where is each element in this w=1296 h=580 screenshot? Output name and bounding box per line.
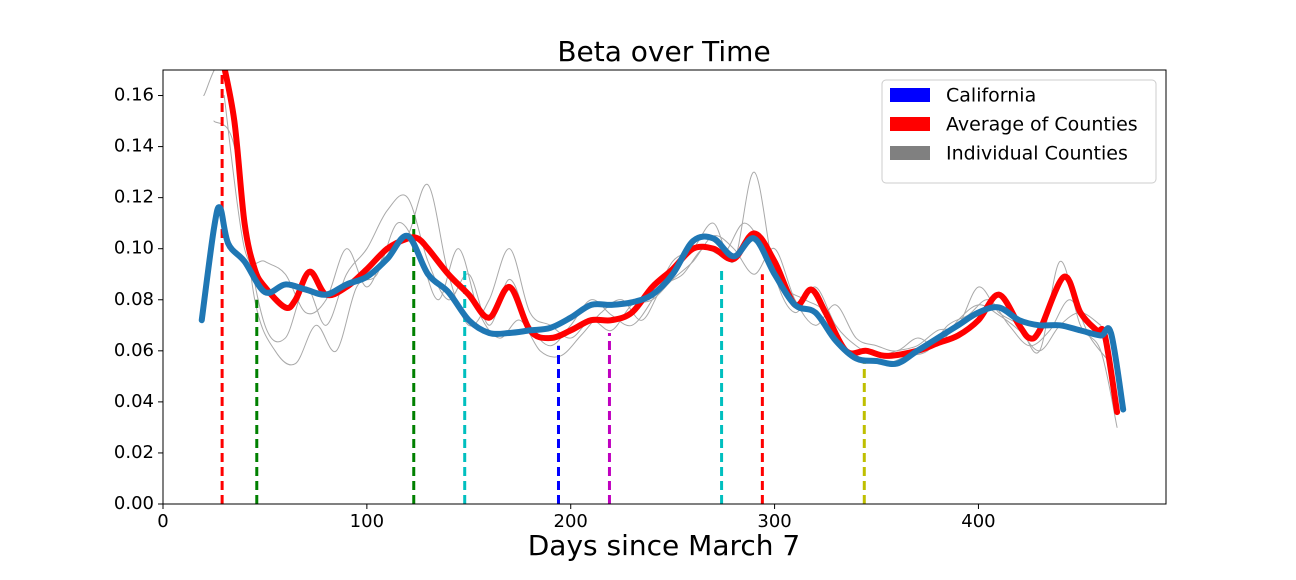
legend-label: Average of Counties xyxy=(946,114,1138,136)
x-tick-label: 300 xyxy=(757,511,791,532)
chart-title: Beta over Time xyxy=(557,35,770,68)
y-tick-label: 0.00 xyxy=(114,493,154,514)
y-tick-label: 0.02 xyxy=(114,442,154,463)
y-tick-label: 0.08 xyxy=(114,289,154,310)
legend-swatch xyxy=(890,146,930,160)
y-tick-label: 0.10 xyxy=(114,238,154,259)
legend-swatch xyxy=(890,88,930,102)
legend-swatch xyxy=(890,117,930,131)
y-tick-label: 0.14 xyxy=(114,136,154,157)
x-tick-label: 200 xyxy=(554,511,588,532)
x-tick-label: 0 xyxy=(157,511,168,532)
x-tick-label: 400 xyxy=(961,511,995,532)
axes-frame xyxy=(162,69,1167,505)
y-tick-label: 0.12 xyxy=(114,187,154,208)
x-axis-label: Days since March 7 xyxy=(528,529,800,562)
y-tick-label: 0.16 xyxy=(114,85,154,106)
x-tick-label: 100 xyxy=(350,511,384,532)
y-tick-label: 0.06 xyxy=(114,340,154,361)
legend-label: California xyxy=(946,85,1036,107)
legend-label: Individual Counties xyxy=(946,143,1128,165)
series-line xyxy=(198,204,1127,413)
plot-area xyxy=(198,70,1127,504)
y-tick-label: 0.04 xyxy=(114,391,154,412)
legend-box xyxy=(881,79,1157,184)
